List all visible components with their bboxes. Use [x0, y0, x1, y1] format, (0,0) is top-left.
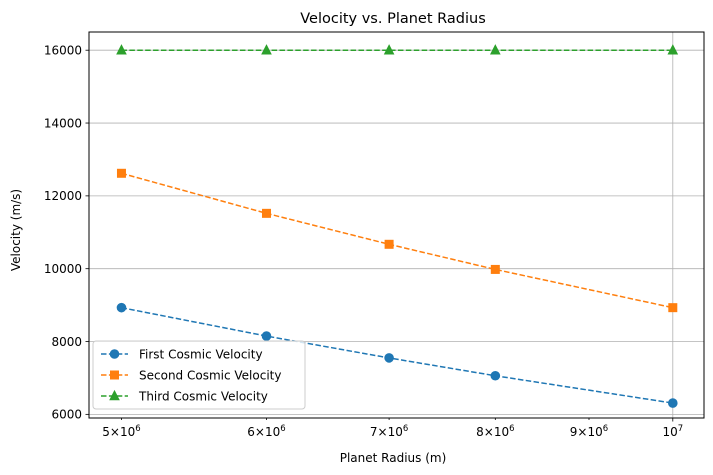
legend-entry: Second Cosmic Velocity [101, 368, 281, 382]
x-tick-label: 5×106 [102, 424, 140, 439]
data-point [384, 353, 394, 363]
data-point [116, 168, 126, 178]
data-point [489, 44, 501, 55]
x-tick-label: 6×106 [247, 424, 285, 439]
x-tick-mantissa: 6 [247, 425, 255, 439]
x-tick-times: × [577, 425, 587, 439]
y-tick-label: 14000 [44, 116, 82, 130]
legend-label: Second Cosmic Velocity [139, 368, 281, 382]
data-point [116, 302, 127, 313]
series-1 [116, 302, 678, 408]
x-tick-mantissa: 7 [370, 425, 378, 439]
legend-entry: Third Cosmic Velocity [101, 389, 268, 403]
data-point [384, 239, 394, 249]
legend-marker [109, 389, 120, 401]
legend: First Cosmic Velocity Second Cosmic Veloc… [92, 340, 306, 410]
x-tick-mantissa: 8 [476, 425, 484, 439]
data-point [383, 44, 395, 55]
legend-label: First Cosmic Velocity [139, 347, 263, 361]
data-point [667, 44, 679, 55]
x-tick-times: × [255, 425, 265, 439]
data-point [261, 331, 272, 341]
data-point [668, 398, 678, 408]
data-point [490, 264, 500, 274]
x-tick-base: 10 [388, 425, 403, 439]
data-point [261, 44, 272, 55]
x-tick-base: 10 [265, 425, 280, 439]
series-layer [116, 44, 679, 408]
x-tick-exponent: 7 [678, 424, 683, 434]
y-tick-label: 16000 [44, 44, 82, 58]
x-tick-exponent: 6 [403, 424, 408, 434]
legend-marker [110, 370, 119, 380]
x-tick-base: 10 [662, 425, 677, 439]
legend-entry: First Cosmic Velocity [101, 347, 263, 361]
x-tick-times: × [378, 425, 388, 439]
data-point [261, 208, 271, 218]
data-point [490, 370, 501, 381]
legend-box [92, 340, 306, 410]
y-tick-label: 10000 [44, 262, 82, 276]
series-2 [116, 168, 678, 313]
x-tick-base: 10 [587, 425, 602, 439]
y-tick-label: 12000 [44, 189, 82, 203]
x-tick-label: 107 [662, 424, 683, 439]
plot-frame [88, 31, 705, 419]
x-tick-label: 7×106 [370, 424, 408, 439]
y-tick-label: 8000 [51, 335, 82, 349]
chart-title: Velocity vs. Planet Radius [300, 11, 486, 27]
data-point [116, 44, 127, 55]
x-tick-times: × [484, 425, 494, 439]
legend-label: Third Cosmic Velocity [138, 389, 268, 403]
x-tick-exponent: 6 [603, 424, 608, 434]
series-3 [116, 44, 679, 55]
legend-marker [109, 349, 120, 359]
y-tick-label: 6000 [51, 408, 82, 422]
data-point [668, 303, 678, 313]
x-tick-label: 9×106 [570, 424, 608, 439]
x-tick-base: 10 [120, 425, 135, 439]
x-tick-times: × [110, 425, 120, 439]
x-tick-base: 10 [494, 425, 509, 439]
x-tick-mantissa: 9 [570, 425, 578, 439]
x-tick-label: 8×106 [476, 424, 514, 439]
x-tick-exponent: 6 [509, 424, 514, 434]
x-tick-exponent: 6 [135, 424, 140, 434]
y-axis-title: Velocity (m/s) [9, 189, 23, 271]
x-tick-mantissa: 5 [102, 425, 110, 439]
x-axis-title: Planet Radius (m) [340, 451, 447, 465]
x-tick-exponent: 6 [280, 424, 285, 434]
